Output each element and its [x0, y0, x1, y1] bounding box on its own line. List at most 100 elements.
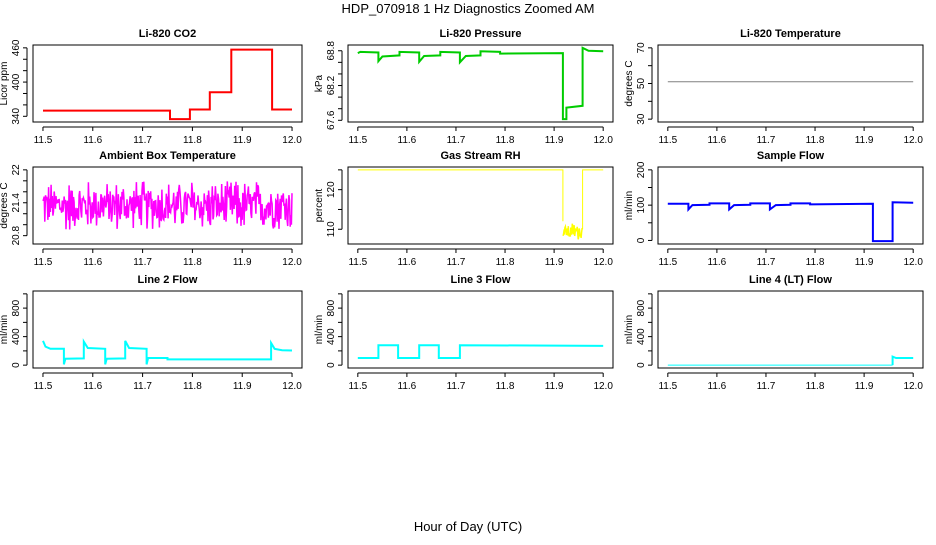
series-line-1 — [357, 344, 604, 359]
x-tick-label: 11.8 — [496, 135, 515, 146]
y-tick-label: 22 — [11, 164, 22, 176]
y-axis-label: ml/min — [0, 315, 10, 344]
x-tick-label: 11.8 — [183, 135, 202, 146]
plot-frame — [347, 44, 614, 123]
panel-title: Gas Stream RH — [440, 150, 520, 162]
y-axis-label: percent — [314, 189, 325, 223]
plot-frame — [32, 166, 303, 245]
y-tick-label: 400 — [11, 73, 22, 90]
x-tick-label: 12.0 — [282, 257, 302, 268]
x-tick-label: 11.9 — [855, 257, 874, 268]
x-tick-label: 11.8 — [496, 381, 515, 392]
x-tick-label: 11.6 — [708, 135, 727, 146]
panel-title: Li-820 Pressure — [440, 28, 522, 40]
y-tick-label: 0 — [636, 237, 647, 243]
y-tick-label: 340 — [11, 108, 22, 125]
series-line-2 — [562, 223, 583, 240]
x-tick-label: 11.9 — [545, 381, 564, 392]
x-tick-label: 11.8 — [806, 135, 825, 146]
y-tick-label: 110 — [326, 221, 337, 237]
x-tick-label: 11.5 — [658, 257, 677, 268]
figure-title: HDP_070918 1 Hz Diagnostics Zoomed AM — [342, 1, 595, 16]
x-tick-label: 11.7 — [133, 257, 152, 268]
x-tick-label: 11.6 — [708, 381, 727, 392]
x-tick-label: 12.0 — [903, 381, 923, 392]
series-line-1 — [43, 48, 292, 121]
x-tick-label: 11.6 — [398, 257, 417, 268]
x-tick-label: 12.0 — [282, 381, 302, 392]
y-axis-label: ml/min — [624, 315, 635, 344]
panel-title: Sample Flow — [757, 150, 825, 162]
y-tick-label: 67.6 — [326, 110, 337, 130]
x-tick-label: 12.0 — [903, 135, 923, 146]
x-tick-label: 11.5 — [348, 135, 367, 146]
plot-frame — [347, 290, 614, 369]
y-tick-label: 200 — [636, 161, 647, 178]
y-tick-label: 68.2 — [326, 75, 337, 95]
panel-title: Line 3 Flow — [451, 274, 511, 286]
x-axis-label: Hour of Day (UTC) — [414, 519, 522, 534]
x-tick-label: 11.6 — [83, 257, 102, 268]
y-tick-label: 0 — [326, 362, 337, 368]
x-tick-label: 11.9 — [233, 135, 252, 146]
plot-frame — [657, 44, 924, 123]
y-tick-label: 68.8 — [326, 41, 337, 61]
series-line-3 — [582, 169, 604, 230]
x-tick-label: 11.6 — [708, 257, 727, 268]
x-tick-label: 11.6 — [398, 135, 417, 146]
x-tick-label: 11.5 — [348, 381, 367, 392]
x-tick-label: 11.5 — [34, 257, 53, 268]
y-tick-label: 800 — [326, 299, 337, 316]
panel-title: Ambient Box Temperature — [99, 150, 236, 162]
series-line-1 — [42, 338, 293, 365]
x-tick-label: 12.0 — [903, 257, 923, 268]
y-tick-label: 0 — [636, 362, 647, 368]
panel-8: Line 3 Flow 11.5 11.6 11.7 11.8 11.9 12.0 0 400 8… — [314, 274, 614, 392]
y-tick-label: 800 — [11, 299, 22, 316]
y-tick-label: 100 — [636, 196, 647, 213]
y-axis-label: degrees C — [0, 182, 10, 228]
plot-frame — [32, 290, 303, 369]
y-tick-label: 400 — [636, 328, 647, 345]
panel-title: Line 2 Flow — [138, 274, 198, 286]
y-tick-label: 30 — [636, 113, 647, 125]
y-tick-label: 50 — [636, 78, 647, 90]
y-tick-label: 800 — [636, 299, 647, 316]
x-tick-label: 11.8 — [806, 381, 825, 392]
x-tick-label: 11.5 — [658, 135, 677, 146]
series-line-1 — [357, 169, 564, 222]
x-tick-label: 11.9 — [545, 257, 564, 268]
x-tick-label: 11.7 — [757, 381, 776, 392]
x-tick-label: 12.0 — [593, 257, 613, 268]
x-tick-label: 11.9 — [855, 381, 874, 392]
series-line-1 — [42, 181, 293, 230]
panel-9: Line 4 (LT) Flow 11.5 11.6 11.7 11.8 11.9 12.0… — [624, 274, 924, 392]
y-axis-label: degrees C — [624, 60, 635, 106]
y-axis-label: kPa — [314, 74, 325, 92]
panel-7: Line 2 Flow 11.5 11.6 11.7 11.8 11.9 12.0 0 400 8… — [0, 274, 303, 392]
y-tick-label: 120 — [326, 181, 337, 198]
x-tick-label: 11.5 — [348, 257, 367, 268]
x-tick-label: 11.7 — [757, 135, 776, 146]
x-tick-label: 11.8 — [806, 257, 825, 268]
plot-frame — [347, 166, 614, 245]
x-tick-label: 11.9 — [545, 135, 564, 146]
series-line-2 — [891, 355, 914, 366]
panel-title: Li-820 Temperature — [740, 28, 841, 40]
x-tick-label: 11.9 — [233, 381, 252, 392]
x-tick-label: 11.7 — [133, 135, 152, 146]
x-tick-label: 11.6 — [83, 381, 102, 392]
x-tick-label: 11.9 — [233, 257, 252, 268]
y-tick-label: 21.4 — [11, 193, 22, 213]
x-tick-label: 11.5 — [34, 381, 53, 392]
x-tick-label: 11.8 — [496, 257, 515, 268]
y-tick-label: 0 — [11, 362, 22, 368]
x-tick-label: 12.0 — [593, 135, 613, 146]
x-tick-label: 11.8 — [183, 381, 202, 392]
x-tick-label: 11.6 — [398, 381, 417, 392]
x-tick-label: 11.7 — [447, 381, 466, 392]
panels: Li-820 CO2 11.5 11.6 11.7 11.8 11.9 12.0 340 400… — [0, 28, 924, 392]
x-tick-label: 12.0 — [282, 135, 302, 146]
y-tick-label: 70 — [636, 42, 647, 54]
